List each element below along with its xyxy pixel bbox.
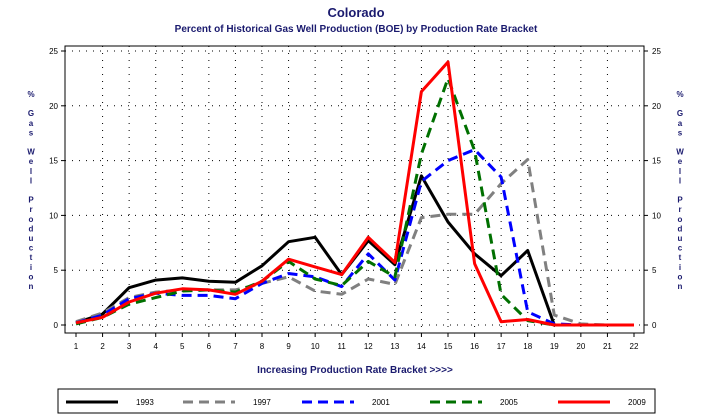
y-tick-label-right: 20: [652, 102, 661, 111]
y-axis-label-char: W: [27, 148, 35, 157]
chart-title: Colorado: [327, 5, 384, 20]
y-axis-label-char: i: [30, 263, 32, 272]
x-tick-label: 9: [286, 342, 291, 351]
x-tick-label: 1: [74, 342, 79, 351]
y-axis-label-char: u: [29, 234, 34, 243]
y-axis-label-char: r: [29, 205, 32, 214]
y-tick-label-right: 0: [652, 321, 657, 330]
y-tick-label-right: 15: [652, 157, 661, 166]
y-axis-label-char: o: [29, 272, 34, 281]
x-tick-label: 19: [550, 342, 559, 351]
grid: [65, 46, 644, 333]
y-axis-label-char: e: [678, 157, 683, 166]
legend-label-1997: 1997: [253, 398, 271, 407]
x-tick-label: 3: [127, 342, 132, 351]
x-tick-label: 7: [233, 342, 238, 351]
y-axis-label-char: d: [29, 224, 34, 233]
y-axis-label-char: P: [28, 196, 34, 205]
y-axis-label-char: d: [678, 224, 683, 233]
x-tick-label: 4: [153, 342, 158, 351]
x-tick-label: 12: [364, 342, 373, 351]
y-axis-label-char: G: [677, 109, 683, 118]
plot-frame: [64, 45, 645, 334]
x-tick-label: 6: [207, 342, 212, 351]
y-axis-label-char: t: [679, 253, 682, 262]
y-tick-label-left: 0: [54, 321, 59, 330]
series-line-2009: [75, 60, 634, 327]
series-lines: [75, 60, 634, 327]
y-axis-label-char: e: [29, 157, 34, 166]
legend-label-2005: 2005: [500, 398, 518, 407]
legend-label-2001: 2001: [372, 398, 390, 407]
y-axis-label-char: n: [29, 282, 34, 291]
y-tick-label-left: 25: [49, 47, 58, 56]
x-tick-label: 15: [444, 342, 453, 351]
x-tick-label: 8: [260, 342, 265, 351]
y-axis-label-char: n: [678, 282, 683, 291]
y-axis-label-char: o: [678, 272, 683, 281]
y-tick-label-left: 5: [54, 266, 59, 275]
y-axis-label-char: t: [30, 253, 33, 262]
x-tick-label: 22: [630, 342, 639, 351]
y-tick-label-right: 5: [652, 266, 657, 275]
y-axis-label-char: l: [679, 176, 681, 185]
chart-subtitle: Percent of Historical Gas Well Productio…: [175, 24, 538, 35]
series-line-1997: [75, 158, 634, 327]
y-axis-label-char: s: [29, 128, 34, 137]
x-tick-label: 11: [338, 342, 347, 351]
x-tick-label: 13: [390, 342, 399, 351]
x-tick-label: 17: [497, 342, 506, 351]
y-tick-label-left: 20: [49, 102, 58, 111]
y-axis-label-char: %: [27, 90, 34, 99]
y-axis-label-char: l: [679, 167, 681, 176]
y-axis-label-char: c: [678, 244, 683, 253]
y-axis-label-char: o: [29, 215, 34, 224]
x-axis-label: Increasing Production Rate Bracket >>>>: [257, 365, 453, 376]
y-axis-label-char: o: [678, 215, 683, 224]
x-tick-label: 16: [470, 342, 479, 351]
legend: 1993 1997 2001 2005 2009: [66, 398, 646, 407]
y-axis-label-char: r: [678, 205, 681, 214]
y-tick-label-right: 25: [652, 47, 661, 56]
axis-ticks: 1 2 3 4 5 6 7 8 9 10 11 12 13 14 15 16 17 18 19 20 21 220 05 51…: [49, 47, 661, 351]
y-axis-label-char: s: [678, 128, 683, 137]
x-tick-label: 20: [576, 342, 585, 351]
x-tick-label: 10: [311, 342, 320, 351]
legend-label-1993: 1993: [136, 398, 154, 407]
y-axis-label-char: a: [29, 119, 34, 128]
y-tick-label-left: 10: [49, 211, 58, 220]
y-axis-label-char: i: [679, 263, 681, 272]
y-tick-label-right: 10: [652, 211, 661, 220]
x-tick-label: 2: [100, 342, 105, 351]
x-tick-label: 14: [417, 342, 426, 351]
y-axis-label-char: P: [677, 196, 683, 205]
y-axis-label-char: %: [676, 90, 683, 99]
y-axis-label-char: l: [30, 167, 32, 176]
x-tick-label: 21: [603, 342, 612, 351]
y-axis-label-char: G: [28, 109, 34, 118]
y-axis-label-char: l: [30, 176, 32, 185]
legend-label-2009: 2009: [628, 398, 646, 407]
y-tick-label-left: 15: [49, 157, 58, 166]
series-line-1993: [75, 174, 634, 327]
y-axis-label-char: u: [678, 234, 683, 243]
legend-box: [57, 388, 656, 414]
y-axis-label-char: a: [678, 119, 683, 128]
y-axis-label-char: c: [29, 244, 34, 253]
x-tick-label: 5: [180, 342, 185, 351]
x-tick-label: 18: [523, 342, 532, 351]
y-axis-label-char: W: [676, 148, 684, 157]
